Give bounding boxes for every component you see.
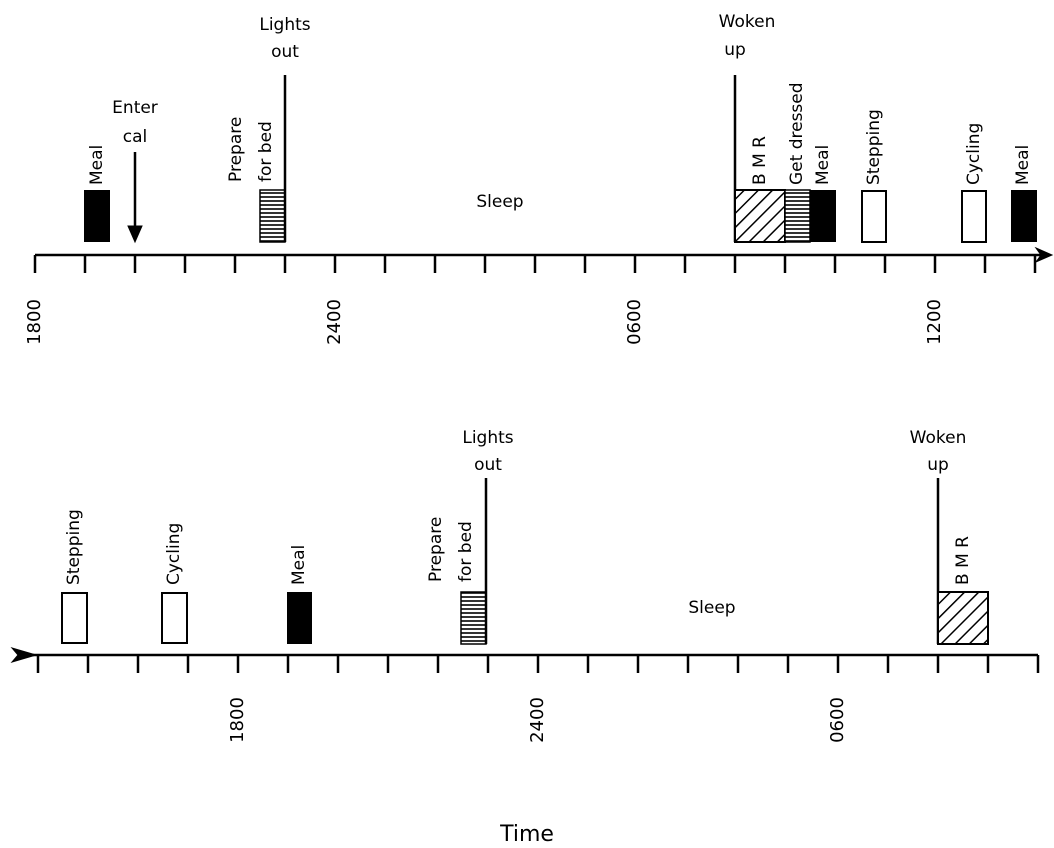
cycling-block [161, 592, 188, 644]
label: cal [123, 127, 148, 147]
meal-block [287, 592, 312, 644]
cycling-block [961, 190, 987, 243]
label: Prepare [426, 517, 446, 582]
label: Stepping [864, 109, 884, 185]
meal-block [1011, 190, 1037, 242]
stepping-block [61, 592, 88, 644]
label: Meal [87, 145, 107, 185]
label: Sleep [688, 598, 735, 618]
label: Get dressed [787, 82, 807, 185]
tick-label: 1200 [924, 299, 945, 345]
label: Enter [112, 98, 158, 118]
stepping-block [861, 190, 887, 243]
label: Meal [1013, 145, 1033, 185]
meal-block [84, 190, 110, 242]
label: Stepping [64, 509, 84, 585]
tick-label: 2400 [324, 299, 345, 345]
prepare-block [259, 189, 286, 243]
tick-label: 0600 [827, 697, 848, 743]
arrow-head [127, 225, 143, 244]
tick-label: 1800 [227, 697, 248, 743]
label: Meal [289, 545, 309, 585]
label: up [927, 455, 949, 475]
label: Meal [813, 145, 833, 185]
meal-block [810, 190, 836, 242]
label: Sleep [476, 192, 523, 212]
bmr-block [734, 189, 786, 243]
tick-label: 2400 [527, 697, 548, 743]
label: Woken [910, 428, 967, 448]
label: for bed [256, 121, 276, 182]
label: B M R [750, 136, 770, 185]
prepare-block [460, 591, 487, 645]
tick-label: 0600 [624, 299, 645, 345]
label: Prepare [226, 117, 246, 182]
axis-title: Time [499, 822, 554, 847]
label: Lights [259, 15, 310, 35]
label: Lights [462, 428, 513, 448]
label: up [724, 40, 746, 60]
label: out [271, 42, 299, 62]
label: Woken [719, 12, 776, 32]
label: for bed [456, 521, 476, 582]
label: Cycling [964, 123, 984, 185]
bmr-block [937, 591, 989, 645]
tick-label: 1800 [24, 299, 45, 345]
label: Cycling [164, 523, 184, 585]
axis-arrow [10, 647, 38, 663]
dress-block [784, 189, 811, 243]
label: out [474, 455, 502, 475]
label: B M R [953, 536, 973, 585]
